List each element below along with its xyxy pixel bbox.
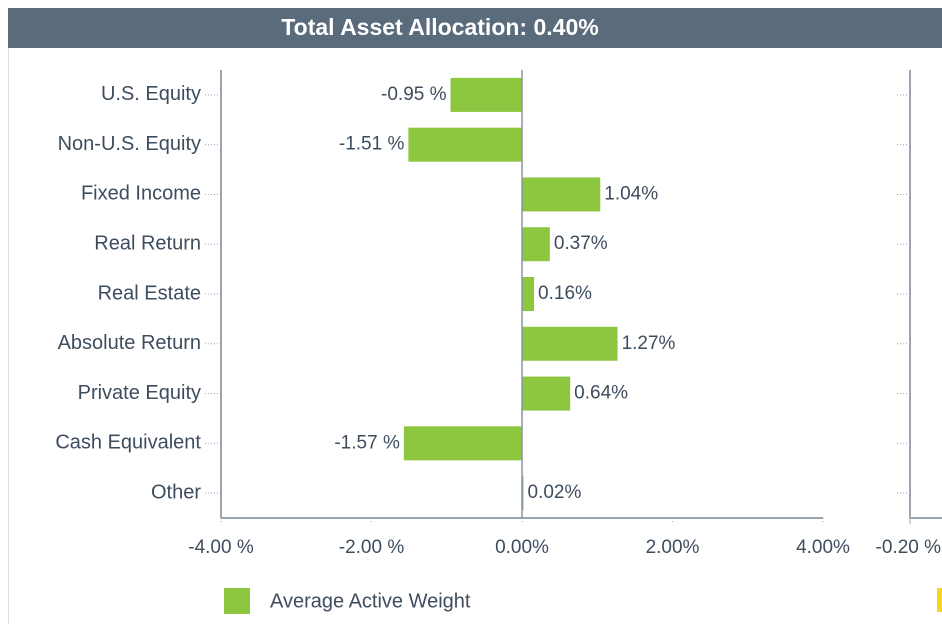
x-tick-label: -4.00 %: [188, 537, 254, 558]
bar: [522, 227, 550, 262]
value-label: 0.64%: [574, 383, 628, 404]
value-label: 1.27%: [622, 333, 676, 354]
value-label: -1.57 %: [334, 432, 400, 453]
bar: [522, 277, 535, 311]
category-label: Non-U.S. Equity: [58, 133, 201, 155]
bar: [403, 426, 522, 461]
header-bar: [8, 8, 942, 48]
value-label: 0.16%: [538, 283, 592, 304]
category-label: Fixed Income: [81, 183, 201, 205]
x-tick-label: -2.00 %: [339, 537, 405, 558]
value-label: 0.37%: [554, 233, 608, 254]
bar: [408, 127, 522, 162]
bar: [522, 326, 618, 361]
legend-swatch: [937, 588, 942, 612]
value-label: 0.02%: [528, 482, 582, 503]
x-tick-label: -0.20 %: [876, 537, 942, 558]
x-tick-label: 0.00%: [495, 537, 549, 558]
legend-swatch: [224, 588, 250, 614]
category-label: Other: [151, 481, 201, 503]
category-label: Cash Equivalent: [55, 432, 201, 454]
bar: [522, 476, 524, 511]
category-label: Real Return: [94, 233, 201, 255]
value-label: -0.95 %: [381, 84, 447, 105]
category-label: Real Estate: [98, 282, 201, 304]
chart-title: Total Asset Allocation: 0.40%: [281, 14, 598, 40]
x-tick-label: 4.00%: [796, 537, 850, 558]
category-label: Private Equity: [78, 382, 201, 404]
value-label: -1.51 %: [339, 134, 405, 155]
legend-label: Average Active Weight: [270, 590, 471, 612]
bar: [522, 177, 601, 212]
bar: [522, 376, 571, 411]
bar: [450, 77, 522, 112]
category-label: Absolute Return: [58, 332, 201, 354]
x-tick-label: 2.00%: [646, 537, 700, 558]
category-label: U.S. Equity: [101, 83, 201, 105]
value-label: 1.04%: [604, 183, 658, 204]
